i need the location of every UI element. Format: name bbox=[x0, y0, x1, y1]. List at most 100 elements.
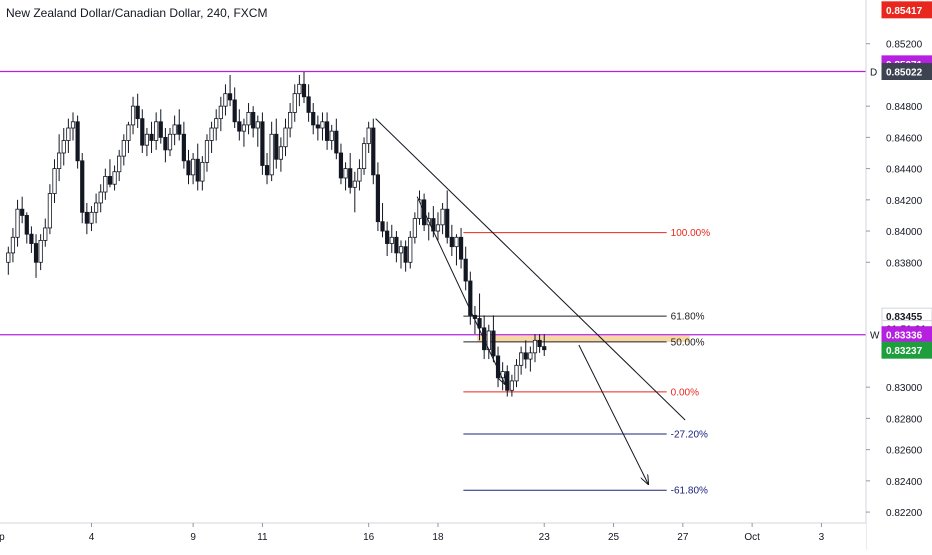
candle-body bbox=[6, 252, 11, 263]
price-tick-label: 0.82400 bbox=[886, 477, 923, 488]
price-badge-label: 0.83336 bbox=[886, 331, 923, 342]
candle-body bbox=[491, 330, 496, 357]
price-badge-label: 0.85022 bbox=[886, 68, 923, 79]
candle-body bbox=[315, 124, 320, 129]
candle-body bbox=[505, 371, 510, 391]
time-tick-label: 9 bbox=[190, 532, 196, 543]
price-tick-label: 0.85200 bbox=[886, 40, 923, 51]
projection-arrow bbox=[416, 196, 505, 384]
candle-body bbox=[408, 236, 413, 263]
price-tick-label: 0.84800 bbox=[886, 102, 923, 113]
candle-body bbox=[15, 208, 20, 238]
candle-body bbox=[24, 215, 29, 235]
candle-body bbox=[445, 208, 450, 238]
candle-body bbox=[260, 121, 265, 166]
candle-body bbox=[191, 158, 196, 176]
fib-level-label: -61.80% bbox=[671, 486, 708, 497]
candle-body bbox=[177, 124, 182, 135]
fib-level-label: -27.20% bbox=[671, 430, 708, 441]
price-tick-label: 0.84000 bbox=[886, 227, 923, 238]
candle-body bbox=[380, 221, 385, 232]
candle-body bbox=[117, 155, 122, 173]
price-badge bbox=[881, 63, 932, 81]
fib-level-label: 0.00% bbox=[671, 387, 699, 398]
candle-body bbox=[181, 133, 186, 162]
candle-body bbox=[98, 191, 103, 204]
candle-body bbox=[297, 83, 302, 95]
candle-body bbox=[264, 165, 270, 176]
projection-arrow bbox=[578, 344, 648, 484]
candle-body bbox=[186, 160, 191, 176]
candle-body bbox=[417, 199, 422, 219]
candle-body bbox=[209, 127, 214, 141]
candle-body bbox=[394, 236, 399, 254]
candle-body bbox=[121, 140, 126, 157]
fib-level-label: 100.00% bbox=[671, 228, 711, 239]
candle-body bbox=[241, 124, 247, 132]
candle-body bbox=[440, 208, 445, 226]
candle-body bbox=[112, 171, 117, 185]
candle-body bbox=[57, 152, 62, 170]
candle-body bbox=[163, 136, 168, 151]
candle-body bbox=[66, 127, 71, 141]
candle-body bbox=[84, 211, 89, 224]
price-tick-label: 0.83000 bbox=[886, 383, 923, 394]
price-tick-label: 0.82800 bbox=[886, 414, 923, 425]
candle-body bbox=[324, 121, 330, 141]
horizontal-lines bbox=[0, 70, 866, 336]
price-badge-label: 0.85417 bbox=[886, 6, 923, 17]
candles bbox=[6, 71, 547, 397]
candle-body bbox=[251, 112, 256, 129]
time-tick-label: 18 bbox=[432, 532, 444, 543]
candle-body bbox=[149, 133, 154, 141]
candle-body bbox=[167, 133, 173, 151]
time-tick-label: 3 bbox=[819, 532, 825, 543]
time-tick-label: ep bbox=[0, 532, 5, 543]
price-tick-label: 0.82600 bbox=[886, 446, 923, 457]
candle-body bbox=[343, 168, 348, 179]
candle-body bbox=[542, 346, 547, 351]
candle-body bbox=[278, 146, 283, 160]
candle-body bbox=[320, 121, 325, 129]
candle-body bbox=[338, 152, 344, 179]
price-axis: 0.85200 0.84800 0.84600 0.84400 0.84200 0.840… bbox=[865, 0, 932, 550]
candle-body bbox=[366, 127, 371, 145]
candle-body bbox=[200, 161, 205, 182]
time-tick-label: 23 bbox=[539, 532, 551, 543]
candle-body bbox=[126, 124, 131, 141]
candle-body bbox=[537, 339, 542, 347]
candle-body bbox=[532, 339, 538, 354]
time-tick-label: 11 bbox=[257, 532, 268, 543]
candle-body bbox=[130, 105, 136, 126]
time-tick-label: 16 bbox=[363, 532, 375, 543]
time-tick-label: Oct bbox=[744, 532, 760, 543]
time-axis-background bbox=[0, 523, 866, 550]
candle-body bbox=[38, 240, 43, 263]
candle-body bbox=[232, 99, 237, 123]
candle-body bbox=[283, 127, 288, 148]
time-tick-label: 27 bbox=[677, 532, 689, 543]
candle-body bbox=[10, 236, 16, 254]
candle-body bbox=[385, 230, 390, 244]
candle-body bbox=[140, 118, 145, 146]
candle-body bbox=[477, 318, 482, 329]
price-tick-label: 0.84600 bbox=[886, 133, 923, 144]
candle-body bbox=[223, 93, 228, 107]
candle-body bbox=[412, 218, 417, 238]
chart-title: New Zealand Dollar/Canadian Dollar, 240,… bbox=[6, 6, 268, 20]
candle-body bbox=[214, 118, 219, 129]
time-tick-label: 4 bbox=[89, 532, 95, 543]
candle-body bbox=[435, 224, 441, 232]
candle-body bbox=[47, 193, 52, 229]
candle-body bbox=[389, 236, 394, 244]
candle-body bbox=[93, 202, 99, 213]
candle-body bbox=[144, 133, 150, 146]
price-tick-label: 0.82200 bbox=[886, 508, 923, 519]
candle-body bbox=[103, 176, 108, 193]
candle-body bbox=[75, 121, 80, 162]
candle-body bbox=[89, 211, 94, 224]
candle-body bbox=[348, 168, 353, 188]
candle-body bbox=[357, 168, 362, 182]
